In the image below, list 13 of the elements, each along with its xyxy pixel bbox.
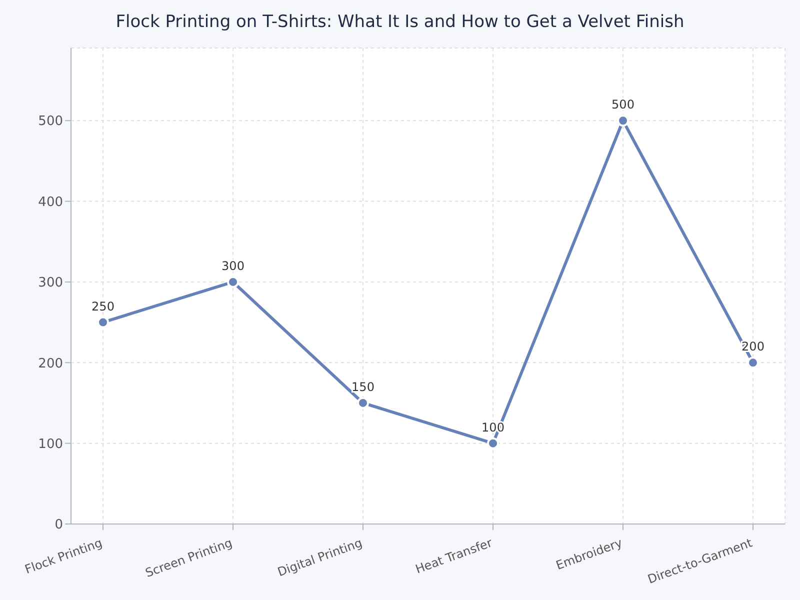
y-tick-label: 100 bbox=[38, 436, 63, 452]
chart-title: Flock Printing on T-Shirts: What It Is and How to Get a Velvet Finish bbox=[114, 12, 686, 32]
y-tick-label: 200 bbox=[38, 356, 63, 372]
y-tick-label: 0 bbox=[54, 518, 63, 533]
data-label: 250 bbox=[92, 299, 114, 314]
point bbox=[357, 396, 369, 409]
y-tick-label: 400 bbox=[38, 194, 63, 210]
point bbox=[227, 276, 239, 288]
y-tick-label: 300 bbox=[38, 276, 63, 291]
data-label: 150 bbox=[352, 380, 374, 394]
data-label: 300 bbox=[222, 258, 244, 273]
data-label: 500 bbox=[612, 98, 634, 112]
y-tick-label: 500 bbox=[38, 114, 63, 130]
